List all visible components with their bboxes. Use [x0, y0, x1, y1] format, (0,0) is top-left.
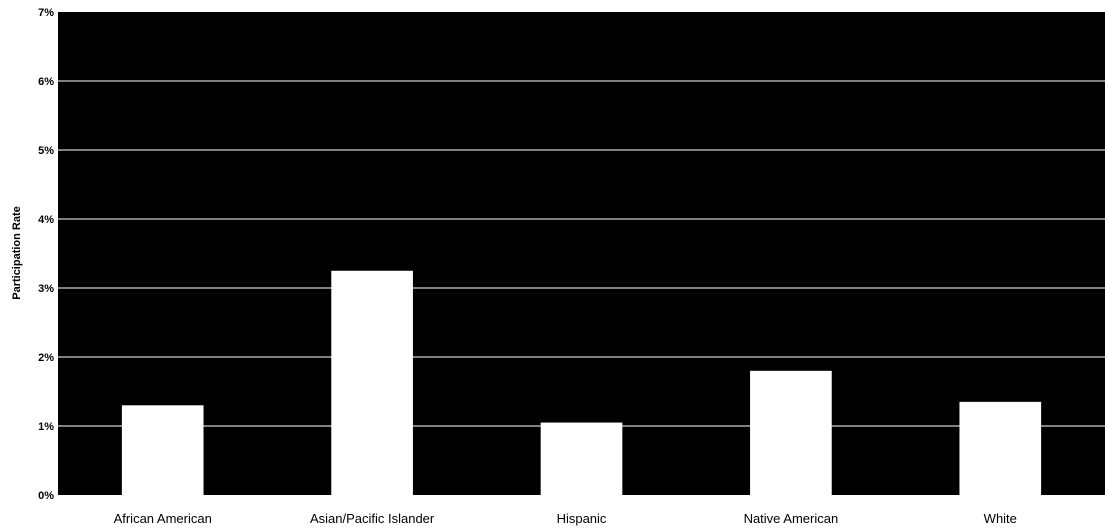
x-category-label: White — [984, 511, 1017, 526]
y-tick-label: 1% — [38, 421, 54, 433]
x-category-label: Native American — [744, 511, 839, 526]
bar — [750, 370, 832, 495]
bars — [121, 270, 1042, 495]
y-tick-label: 0% — [38, 490, 54, 502]
bar — [540, 422, 623, 495]
x-category-label: Asian/Pacific Islander — [310, 511, 435, 526]
y-tick-label: 6% — [38, 76, 54, 88]
bar — [121, 405, 204, 495]
y-tick-label: 2% — [38, 352, 54, 364]
y-tick-label: 7% — [38, 7, 54, 19]
x-category-label: Hispanic — [557, 511, 607, 526]
x-axis-category-labels: African American Asian/Pacific Islander Hi… — [114, 511, 1017, 526]
y-tick-label: 3% — [38, 283, 54, 295]
y-axis-title: Participation Rate — [11, 206, 23, 300]
x-category-label: African American — [114, 511, 212, 526]
bar — [959, 401, 1042, 495]
plot-area — [58, 12, 1105, 495]
y-tick-label: 5% — [38, 145, 54, 157]
y-axis-tick-labels: 0% 1% 2% 3% 4% 5% 6% 7% — [38, 7, 54, 502]
bar — [331, 270, 413, 495]
y-tick-label: 4% — [38, 214, 54, 226]
